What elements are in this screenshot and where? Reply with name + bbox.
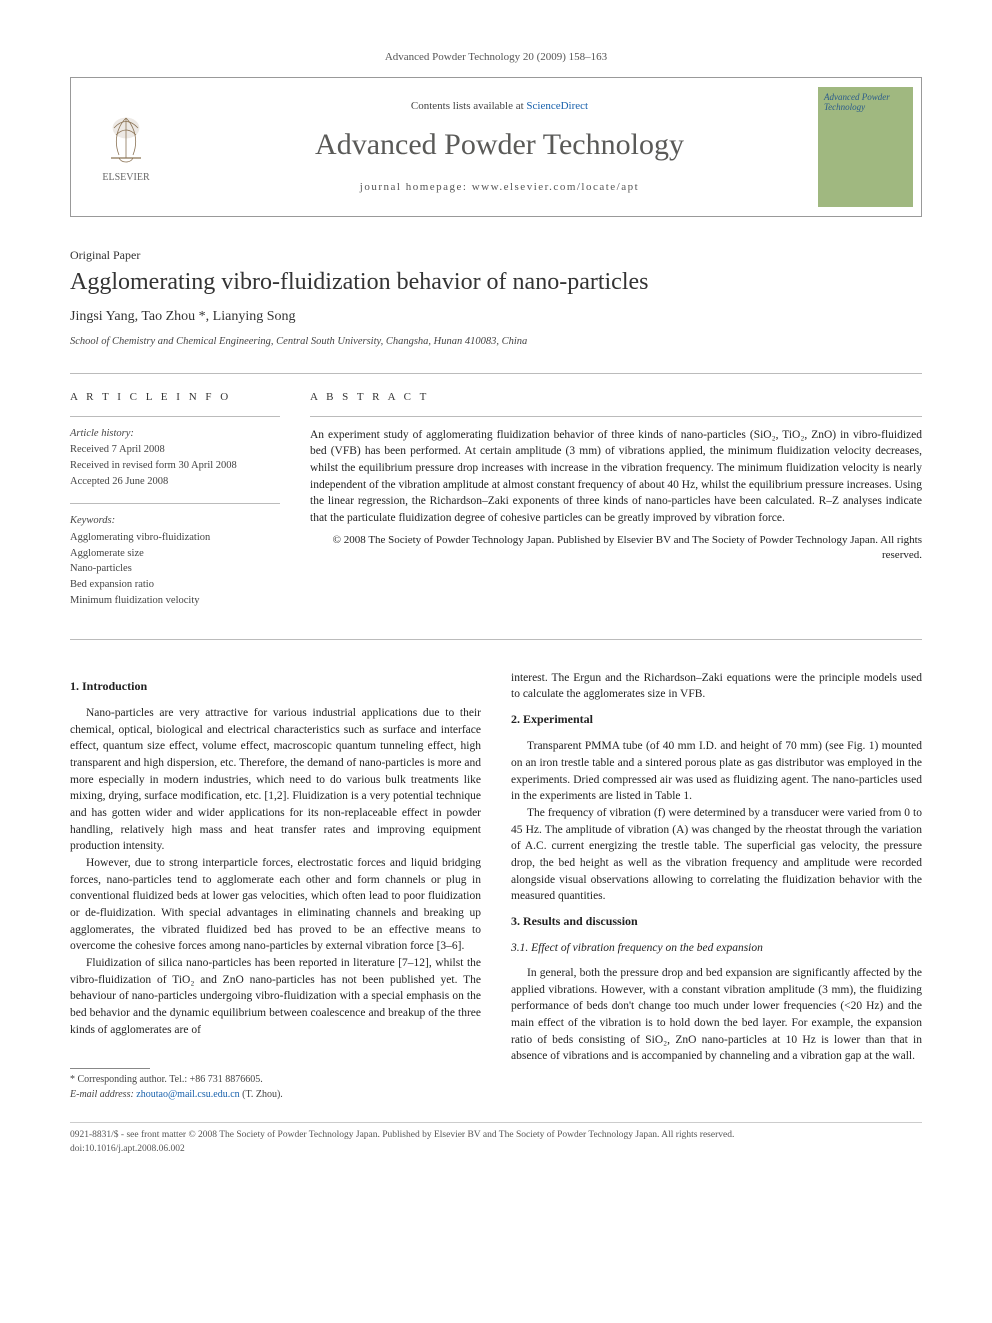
article-info-heading: A R T I C L E I N F O: [70, 390, 280, 405]
journal-cover-thumbnail: Advanced Powder Technology: [818, 87, 913, 207]
paragraph: The frequency of vibration (f) were dete…: [511, 805, 922, 905]
keyword: Nano-particles: [70, 562, 280, 577]
footnote-rule: [70, 1068, 150, 1069]
author-list: Jingsi Yang, Tao Zhou *, Lianying Song: [70, 307, 922, 327]
paragraph: Fluidization of silica nano-particles ha…: [70, 955, 481, 1038]
paragraph: However, due to strong interparticle for…: [70, 855, 481, 955]
publisher-block: ELSEVIER: [71, 109, 181, 185]
abstract-copyright: © 2008 The Society of Powder Technology …: [310, 533, 922, 564]
section-heading-intro: 1. Introduction: [70, 678, 481, 695]
body-columns: 1. Introduction Nano-particles are very …: [70, 670, 922, 1103]
article-meta-row: A R T I C L E I N F O Article history: R…: [70, 373, 922, 639]
keyword: Agglomerating vibro-fluidization: [70, 531, 280, 546]
email-footnote: E-mail address: zhoutao@mail.csu.edu.cn …: [70, 1088, 481, 1103]
article-history: Article history: Received 7 April 2008 R…: [70, 427, 280, 490]
journal-name: Advanced Powder Technology: [201, 124, 798, 166]
paragraph-continuation: interest. The Ergun and the Richardson–Z…: [511, 670, 922, 703]
keyword: Minimum fluidization velocity: [70, 594, 280, 609]
footer-doi: doi:10.1016/j.apt.2008.06.002: [70, 1143, 922, 1156]
section-heading-experimental: 2. Experimental: [511, 711, 922, 728]
email-person: (T. Zhou).: [242, 1089, 283, 1100]
elsevier-tree-icon: [96, 109, 156, 169]
corresponding-author-footnote: * Corresponding author. Tel.: +86 731 88…: [70, 1073, 481, 1088]
section-heading-results: 3. Results and discussion: [511, 913, 922, 930]
paper-type-label: Original Paper: [70, 247, 922, 264]
abstract-column: A B S T R A C T An experiment study of a…: [310, 390, 922, 622]
subsection-heading: 3.1. Effect of vibration frequency on th…: [511, 940, 922, 957]
revised-date: Received in revised form 30 April 2008: [70, 459, 280, 474]
received-date: Received 7 April 2008: [70, 443, 280, 458]
article-info-column: A R T I C L E I N F O Article history: R…: [70, 390, 280, 622]
page-footer: 0921-8831/$ - see front matter © 2008 Th…: [70, 1122, 922, 1156]
page-root: Advanced Powder Technology 20 (2009) 158…: [0, 0, 992, 1196]
homepage-prefix: journal homepage:: [360, 181, 472, 193]
contents-prefix: Contents lists available at: [411, 100, 526, 112]
accepted-date: Accepted 26 June 2008: [70, 475, 280, 490]
paragraph: Transparent PMMA tube (of 40 mm I.D. and…: [511, 738, 922, 805]
contents-line: Contents lists available at ScienceDirec…: [201, 99, 798, 114]
paper-title: Agglomerating vibro-fluidization behavio…: [70, 268, 922, 297]
sciencedirect-link[interactable]: ScienceDirect: [526, 100, 588, 112]
email-link[interactable]: zhoutao@mail.csu.edu.cn: [136, 1089, 239, 1100]
keyword: Bed expansion ratio: [70, 578, 280, 593]
paragraph: Nano-particles are very attractive for v…: [70, 705, 481, 855]
masthead-center: Contents lists available at ScienceDirec…: [181, 89, 818, 206]
footer-copyright: 0921-8831/$ - see front matter © 2008 Th…: [70, 1129, 922, 1142]
cover-title: Advanced Powder Technology: [824, 93, 907, 113]
email-label: E-mail address:: [70, 1089, 134, 1100]
abstract-text: An experiment study of agglomerating flu…: [310, 427, 922, 527]
elsevier-label: ELSEVIER: [102, 171, 149, 185]
paragraph: In general, both the pressure drop and b…: [511, 965, 922, 1065]
history-label: Article history:: [70, 427, 280, 442]
abstract-heading: A B S T R A C T: [310, 390, 922, 405]
homepage-line: journal homepage: www.elsevier.com/locat…: [201, 180, 798, 195]
masthead: ELSEVIER Contents lists available at Sci…: [70, 77, 922, 217]
keyword: Agglomerate size: [70, 547, 280, 562]
left-column: 1. Introduction Nano-particles are very …: [70, 670, 481, 1103]
keywords-block: Keywords: Agglomerating vibro-fluidizati…: [70, 514, 280, 608]
running-header: Advanced Powder Technology 20 (2009) 158…: [70, 50, 922, 65]
right-column: interest. The Ergun and the Richardson–Z…: [511, 670, 922, 1103]
homepage-url[interactable]: www.elsevier.com/locate/apt: [472, 181, 639, 193]
keywords-label: Keywords:: [70, 514, 280, 529]
affiliation: School of Chemistry and Chemical Enginee…: [70, 335, 922, 350]
